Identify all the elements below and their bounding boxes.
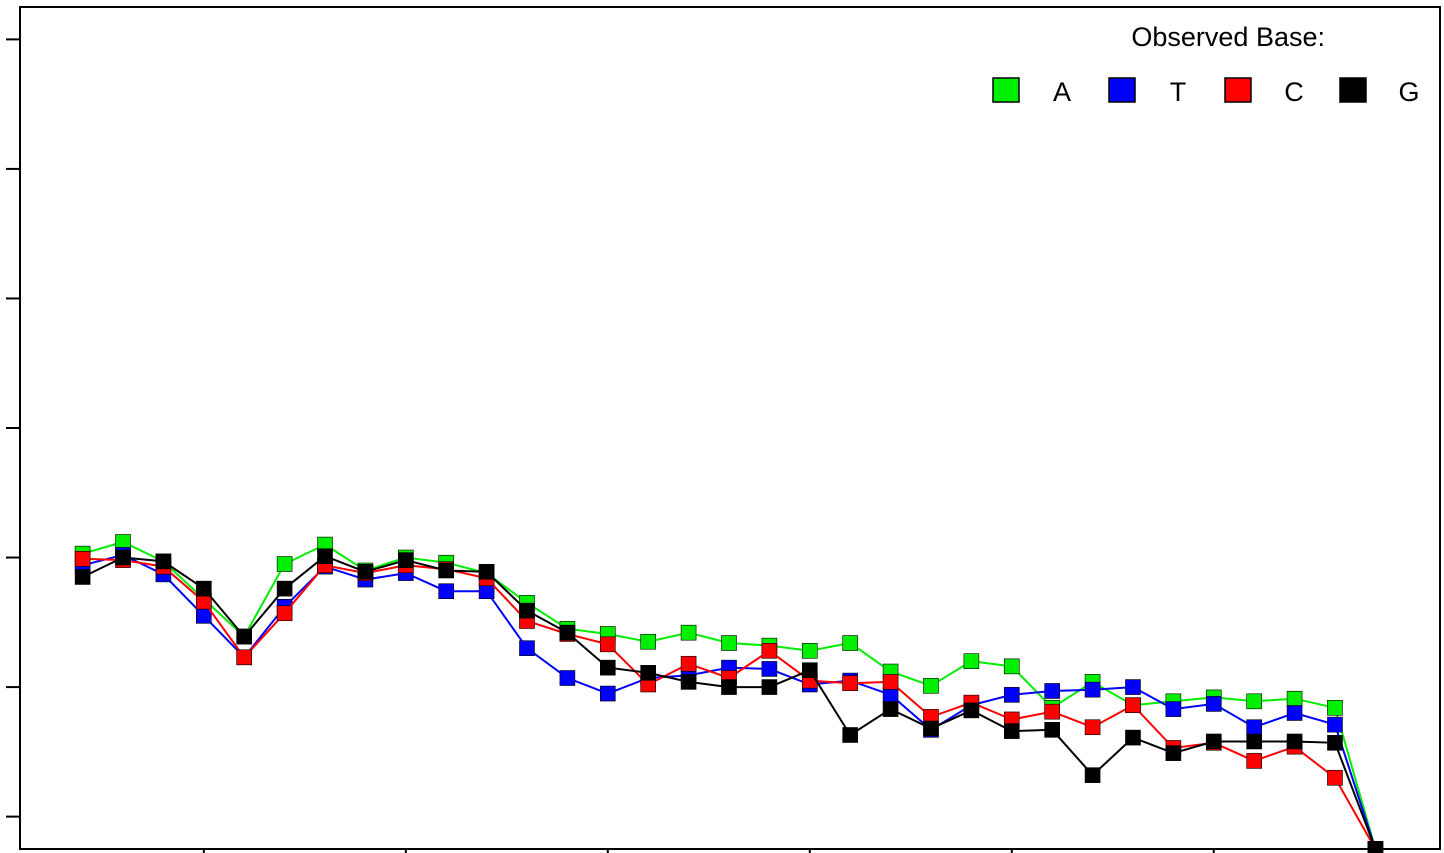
data-point-G — [317, 548, 333, 565]
data-point-G — [1165, 745, 1182, 761]
data-point-T — [1327, 716, 1343, 733]
data-point-G — [1367, 841, 1384, 853]
data-point-G — [478, 563, 495, 580]
data-point-T — [1246, 719, 1262, 736]
data-point-C — [599, 636, 616, 653]
data-point-T — [1165, 701, 1182, 717]
legend-label-A: A — [1053, 77, 1071, 107]
data-point-A — [801, 643, 818, 659]
data-point-G — [1125, 729, 1141, 746]
data-point-G — [236, 628, 253, 645]
data-point-C — [276, 605, 293, 622]
data-point-A — [1327, 700, 1343, 716]
data-point-T — [196, 608, 212, 624]
legend-swatch-C — [1224, 77, 1252, 103]
data-point-G — [559, 624, 576, 641]
data-point-T — [1205, 696, 1222, 712]
legend-swatch-G — [1339, 77, 1367, 103]
data-point-G — [196, 580, 212, 597]
data-point-T — [599, 685, 616, 702]
data-point-G — [1246, 733, 1262, 750]
data-point-C — [1084, 719, 1101, 736]
data-point-G — [398, 552, 414, 568]
data-point-G — [115, 549, 131, 566]
data-point-G — [1286, 733, 1303, 750]
legend-label-T: T — [1170, 77, 1187, 107]
data-point-A — [1246, 693, 1262, 710]
data-point-A — [640, 633, 656, 650]
data-point-C — [842, 675, 858, 691]
data-point-T — [519, 640, 535, 657]
data-point-T — [1286, 705, 1303, 721]
data-point-A — [963, 653, 980, 669]
data-point-T — [1125, 679, 1141, 695]
series-G — [74, 548, 1384, 853]
data-point-A — [1286, 690, 1303, 707]
data-point-G — [721, 679, 737, 695]
data-point-G — [680, 674, 697, 690]
data-point-G — [842, 727, 858, 743]
data-point-G — [801, 662, 818, 679]
data-point-A — [923, 677, 939, 694]
data-point-G — [1084, 767, 1101, 783]
data-point-A — [680, 624, 697, 641]
data-point-G — [640, 665, 656, 681]
data-point-G — [276, 580, 293, 597]
data-point-C — [761, 643, 778, 659]
data-point-G — [155, 553, 172, 570]
data-point-T — [761, 661, 778, 677]
data-point-A — [276, 556, 293, 572]
series-line-G — [82, 555, 1377, 850]
data-point-G — [1003, 723, 1020, 739]
data-point-C — [1246, 753, 1262, 769]
data-point-C — [236, 649, 253, 666]
data-point-C — [1044, 703, 1060, 720]
legend-label-G: G — [1398, 77, 1419, 107]
axes — [6, 6, 1441, 853]
data-point-T — [1044, 683, 1060, 699]
data-point-A — [842, 635, 858, 651]
legend-label-C: C — [1284, 77, 1304, 107]
data-point-C — [680, 655, 697, 672]
data-point-C — [1327, 769, 1343, 786]
data-point-G — [74, 569, 91, 585]
data-point-T — [559, 670, 576, 686]
series-line-C — [82, 557, 1377, 850]
data-point-C — [882, 674, 899, 690]
data-point-C — [1125, 697, 1141, 714]
data-point-C — [74, 551, 91, 567]
series-line-A — [82, 540, 1377, 850]
data-point-G — [357, 563, 374, 580]
data-point-G — [1327, 734, 1343, 751]
data-point-G — [599, 659, 616, 676]
legend-title: Observed Base: — [1131, 22, 1325, 52]
legend-swatch-T — [1108, 77, 1136, 103]
data-point-G — [882, 701, 899, 717]
data-point-G — [1205, 733, 1222, 750]
data-point-G — [519, 602, 535, 619]
data-point-T — [1084, 681, 1101, 698]
data-point-G — [1044, 722, 1060, 738]
data-point-A — [721, 635, 737, 651]
data-point-G — [923, 720, 939, 737]
data-point-G — [438, 562, 455, 579]
data-point-T — [1003, 687, 1020, 703]
data-point-A — [1003, 658, 1020, 675]
data-point-G — [963, 702, 980, 719]
legend-swatch-A — [992, 77, 1020, 103]
series-C — [74, 551, 1384, 853]
series-group — [74, 534, 1384, 853]
legend: Observed Base: A T C G — [992, 22, 1420, 107]
data-point-T — [438, 583, 455, 600]
plot-frame — [19, 6, 1441, 850]
data-point-G — [761, 679, 778, 695]
